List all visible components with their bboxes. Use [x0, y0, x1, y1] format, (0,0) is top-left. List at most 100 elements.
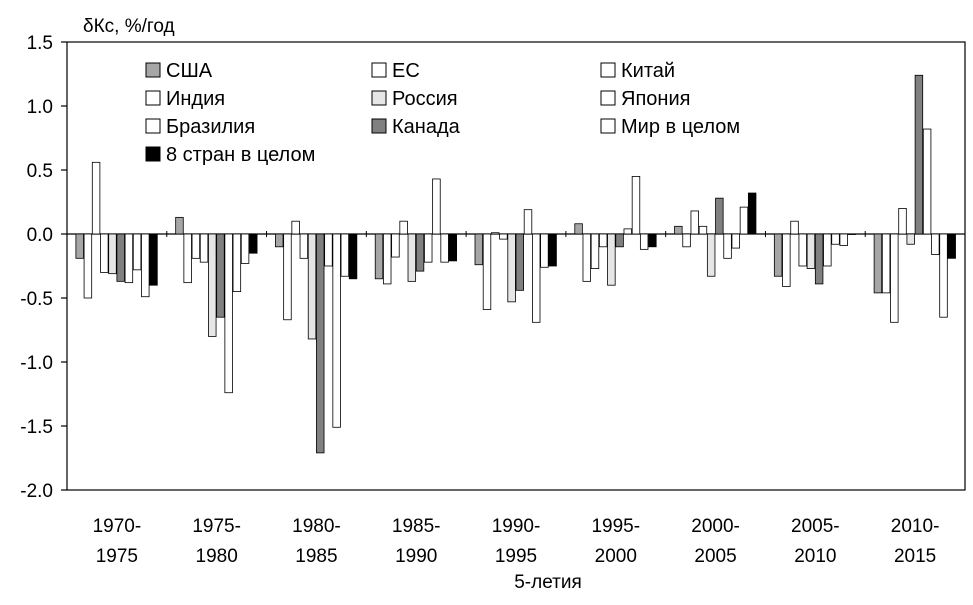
x-tick-label: 2005-	[791, 516, 840, 537]
legend-label: 8 стран в целом	[166, 144, 315, 166]
x-tick-label: 1990	[395, 546, 437, 567]
axes: 1.5 1.0 0.5 0.0 -0.5 -1.0 -1.5 -2.0 1970- 1975 197…	[20, 33, 966, 567]
y-tick-label: 0.0	[27, 225, 53, 246]
bar	[922, 128, 932, 235]
bar	[424, 233, 433, 263]
bar	[199, 233, 209, 263]
bar	[731, 233, 740, 249]
x-tick-label: 2000-	[691, 516, 740, 537]
bar	[348, 233, 358, 280]
bar	[698, 225, 708, 235]
bar	[482, 233, 492, 310]
bars	[75, 74, 956, 454]
bar	[240, 233, 250, 264]
bar	[124, 233, 134, 284]
x-tick-label: 1995-	[591, 516, 640, 537]
legend-label: Канада	[392, 116, 461, 138]
legend-swatch	[145, 90, 161, 106]
y-tick-label: 1.0	[27, 97, 53, 118]
x-tick-label: 1985	[295, 546, 337, 567]
legend-label: Россия	[392, 88, 458, 110]
bar	[706, 233, 716, 277]
bar	[939, 233, 948, 318]
bar	[191, 233, 201, 259]
legend-swatch	[145, 118, 161, 134]
bar	[782, 233, 791, 287]
legend-label: Китай	[621, 60, 675, 82]
x-tick-label: 1990-	[492, 516, 541, 537]
bar	[216, 233, 225, 318]
bar	[639, 233, 649, 250]
bar	[391, 233, 400, 258]
x-tick-label: 1975	[96, 546, 138, 567]
x-tick-label: 2000	[595, 546, 637, 567]
bar	[515, 233, 524, 291]
bar	[590, 233, 600, 269]
bar	[898, 207, 907, 235]
bar	[648, 233, 657, 248]
bar	[415, 233, 425, 272]
bar	[873, 233, 883, 294]
bar	[798, 233, 807, 267]
bar	[814, 233, 824, 285]
plot-area	[66, 41, 966, 491]
bar	[208, 233, 217, 337]
bar	[399, 220, 408, 235]
bar	[773, 233, 783, 277]
x-tick-label: 1980-	[292, 516, 341, 537]
bar	[116, 233, 125, 282]
bar	[823, 233, 832, 267]
bar	[149, 233, 158, 286]
bar	[739, 206, 749, 235]
x-tick-label: 2010	[794, 546, 836, 567]
bar	[299, 233, 309, 259]
bar	[723, 233, 732, 259]
bar	[340, 233, 350, 277]
bar	[906, 233, 915, 245]
bar	[83, 233, 93, 299]
bar	[499, 233, 508, 240]
bar	[448, 233, 458, 262]
bar	[141, 233, 150, 298]
y-tick-label: -1.0	[20, 353, 53, 374]
x-tick-label: 2005	[694, 546, 736, 567]
y-tick-label: -2.0	[20, 481, 53, 502]
bar	[490, 232, 500, 235]
x-tick-label: 1975-	[192, 516, 241, 537]
bar	[75, 233, 84, 259]
bar	[623, 228, 632, 235]
bar	[831, 233, 840, 245]
legend-swatch	[600, 118, 616, 134]
bar	[232, 233, 242, 292]
bar	[690, 210, 699, 235]
bar	[175, 216, 184, 235]
bar	[631, 175, 641, 235]
legend-label: ЕС	[392, 60, 420, 82]
bar	[432, 178, 441, 235]
y-axis-title: δКс, %/год	[83, 16, 175, 37]
bar	[839, 233, 848, 246]
x-tick-label: 2015	[894, 546, 936, 567]
legend-swatch	[145, 146, 161, 162]
x-axis-title: 5-летия	[514, 572, 582, 593]
bar	[249, 233, 258, 254]
bar	[881, 233, 891, 294]
bar	[582, 233, 591, 282]
legend-label: Мир в целом	[621, 116, 740, 138]
y-tick-label: 1.5	[27, 33, 53, 54]
bar	[790, 220, 799, 235]
bar	[847, 233, 857, 235]
x-tick-label: 1995	[495, 546, 537, 567]
bar	[532, 233, 541, 323]
legend-swatch	[371, 90, 387, 106]
legend-label: Япония	[621, 88, 690, 110]
bar	[507, 233, 516, 303]
y-tick-label: -1.5	[20, 417, 53, 438]
bar	[474, 233, 483, 266]
y-tick-label: 0.5	[27, 161, 53, 182]
bar	[674, 225, 683, 235]
bar	[806, 233, 816, 269]
y-tick-label: -0.5	[20, 289, 53, 310]
